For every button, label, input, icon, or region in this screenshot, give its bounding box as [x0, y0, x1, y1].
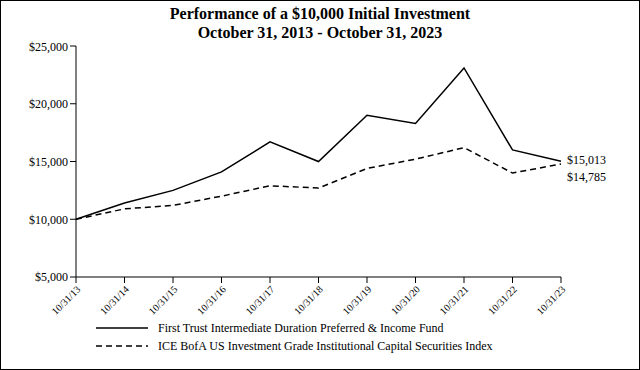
svg-text:$25,000: $25,000: [29, 40, 68, 54]
svg-text:$5,000: $5,000: [35, 270, 68, 284]
svg-text:10/31/19: 10/31/19: [341, 284, 374, 317]
svg-text:10/31/18: 10/31/18: [292, 284, 325, 317]
html-text:October 31, 2013 - October 31,: October 31, 2013 - October 31, 2023: [197, 24, 443, 41]
svg-text:10/31/17: 10/31/17: [244, 284, 277, 317]
svg-text:10/31/22: 10/31/22: [486, 284, 519, 317]
html-text:ICE BofA US Investment Grade I: ICE BofA US Investment Grade Institution…: [158, 338, 493, 353]
svg-text:10/31/15: 10/31/15: [147, 284, 180, 317]
svg-text:$15,000: $15,000: [29, 155, 68, 169]
svg-text:10/31/23: 10/31/23: [535, 284, 568, 317]
svg-text:10/31/21: 10/31/21: [438, 284, 471, 317]
svg-text:10/31/20: 10/31/20: [389, 284, 422, 317]
svg-text:$15,013: $15,013: [567, 153, 606, 167]
svg-text:$10,000: $10,000: [29, 213, 68, 227]
svg-text:10/31/16: 10/31/16: [195, 284, 228, 317]
svg-text:$14,785: $14,785: [567, 170, 606, 184]
svg-text:$20,000: $20,000: [29, 97, 68, 111]
html-text:Performance of a $10,000 Initi: Performance of a $10,000 Initial Investm…: [169, 5, 471, 22]
html-text:First Trust Intermediate Durat: First Trust Intermediate Duration Prefer…: [158, 320, 444, 335]
svg-text:10/31/14: 10/31/14: [98, 284, 131, 317]
svg-text:10/31/13: 10/31/13: [50, 284, 83, 317]
